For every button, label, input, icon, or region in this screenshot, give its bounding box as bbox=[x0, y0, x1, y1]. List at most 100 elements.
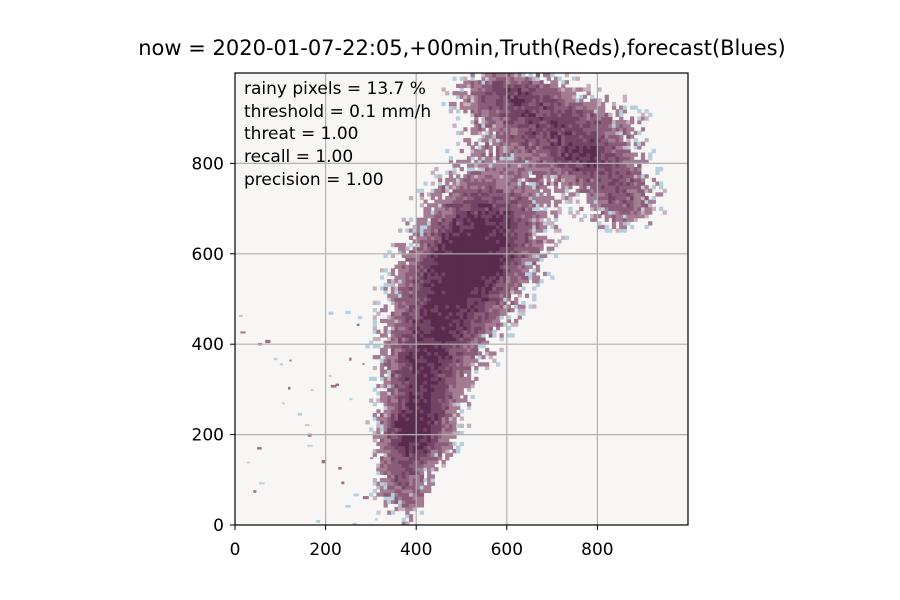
rain-cell bbox=[401, 434, 406, 439]
rain-cell bbox=[416, 416, 421, 421]
rain-cell bbox=[405, 333, 410, 338]
rain-cell bbox=[470, 181, 475, 186]
rain-cell bbox=[503, 98, 508, 103]
rain-cell bbox=[517, 315, 522, 320]
rain-cell bbox=[427, 275, 432, 280]
rain-cell bbox=[459, 318, 464, 324]
rain-cell bbox=[485, 217, 490, 222]
rain-cell bbox=[510, 282, 515, 287]
rain-cell bbox=[611, 123, 617, 128]
rain-cell bbox=[401, 308, 406, 313]
rain-cell bbox=[619, 203, 624, 208]
rain-cell bbox=[524, 275, 530, 280]
rain-cell bbox=[398, 391, 403, 396]
rain-cell bbox=[390, 336, 396, 342]
rain-cell bbox=[561, 148, 566, 154]
rain-cell bbox=[543, 214, 548, 219]
rain-cell bbox=[611, 214, 617, 219]
rain-cell bbox=[506, 246, 512, 251]
rain-cell bbox=[466, 387, 472, 392]
rain-cell bbox=[495, 235, 501, 240]
rain-cell bbox=[481, 242, 486, 248]
rain-cell bbox=[423, 242, 428, 248]
rain-cell bbox=[535, 268, 541, 273]
rain-cell bbox=[419, 322, 425, 327]
rain-cell bbox=[416, 347, 421, 353]
rain-cell bbox=[655, 170, 660, 175]
rain-cell bbox=[514, 264, 519, 269]
rain-cell bbox=[532, 271, 537, 277]
rain-cell bbox=[470, 268, 475, 273]
rain-cell bbox=[419, 358, 425, 363]
rain-cell bbox=[477, 167, 483, 172]
rain-cell bbox=[517, 192, 522, 197]
rain-cell bbox=[474, 120, 479, 125]
rain-cell bbox=[564, 181, 569, 186]
rain-cell bbox=[499, 232, 504, 237]
rain-cell bbox=[608, 195, 613, 201]
rain-cell bbox=[419, 449, 425, 454]
rain-cell bbox=[503, 224, 508, 230]
rain-cell bbox=[582, 188, 588, 193]
rain-cell bbox=[390, 470, 396, 475]
rain-cell bbox=[622, 94, 627, 99]
rain-cell bbox=[405, 485, 410, 490]
rain-cell bbox=[601, 167, 606, 172]
rain-cell bbox=[430, 438, 435, 443]
rain-cell bbox=[553, 210, 559, 215]
rain-cell bbox=[521, 130, 526, 136]
rain-cell bbox=[608, 174, 613, 179]
rain-cell bbox=[521, 159, 526, 164]
rain-cell bbox=[528, 246, 533, 251]
rain-cell bbox=[459, 369, 464, 374]
rain-cell bbox=[456, 387, 461, 392]
rain-cell bbox=[593, 98, 598, 103]
rain-cell bbox=[524, 253, 530, 259]
rain-cell bbox=[441, 217, 446, 222]
rain-cell bbox=[524, 217, 530, 222]
rain-cell bbox=[561, 235, 566, 240]
rain-cell bbox=[398, 380, 403, 385]
rain-cell bbox=[463, 394, 468, 400]
rain-cell bbox=[448, 333, 454, 338]
rain-cell bbox=[423, 485, 428, 490]
rain-cell bbox=[561, 163, 566, 168]
rain-cell bbox=[601, 120, 606, 125]
rain-cell bbox=[470, 94, 475, 99]
rain-cell bbox=[499, 83, 504, 89]
rain-cell bbox=[437, 253, 443, 259]
rain-cell bbox=[510, 228, 515, 233]
rain-cell bbox=[546, 109, 551, 114]
rain-cell bbox=[506, 141, 512, 146]
rain-cell bbox=[528, 203, 533, 208]
rain-cell bbox=[445, 195, 450, 201]
rain-cell bbox=[437, 214, 443, 219]
rain-cell bbox=[379, 398, 385, 403]
rain-cell bbox=[474, 188, 479, 193]
rain-cell bbox=[448, 362, 454, 367]
rain-cell bbox=[532, 91, 537, 96]
rain-cell bbox=[376, 423, 381, 428]
rain-cell bbox=[456, 286, 461, 291]
rain-cell bbox=[448, 383, 454, 389]
rain-cell bbox=[441, 185, 446, 190]
rain-cell bbox=[390, 459, 396, 465]
rain-cell bbox=[466, 206, 472, 212]
rain-cell bbox=[408, 438, 414, 443]
rain-cell bbox=[521, 91, 526, 96]
rain-cell bbox=[539, 112, 544, 117]
rain-cell bbox=[499, 286, 504, 291]
rain-cell bbox=[456, 217, 461, 222]
rain-cell bbox=[408, 250, 414, 255]
rain-cell bbox=[535, 138, 541, 143]
rain-cell bbox=[459, 167, 464, 172]
rain-cell bbox=[561, 98, 566, 103]
rain-cell bbox=[564, 105, 569, 110]
rain-cell bbox=[499, 257, 504, 262]
rain-cell bbox=[441, 253, 446, 259]
rain-cell bbox=[593, 203, 598, 208]
rain-cell bbox=[564, 73, 569, 78]
rain-cell bbox=[611, 134, 617, 139]
rain-cell bbox=[561, 138, 566, 143]
rain-cell bbox=[517, 76, 522, 81]
